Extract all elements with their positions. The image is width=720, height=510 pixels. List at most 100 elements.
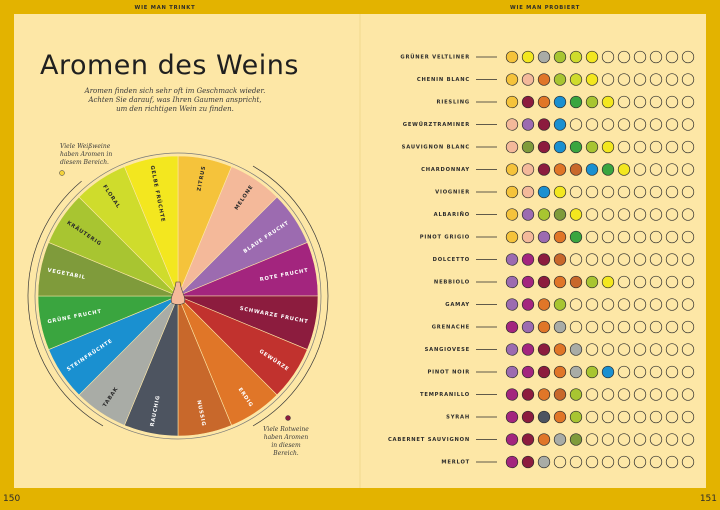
aroma-dot [553,208,567,221]
aroma-dot [521,73,535,86]
wine-name: RIESLING [437,100,470,106]
aroma-dot [601,140,615,154]
aroma-dot [569,298,583,311]
aroma-dot [553,365,567,379]
aroma-dot [505,298,519,311]
aroma-dot [617,140,631,154]
aroma-dot [553,275,567,289]
wine-name: SYRAH [446,415,470,421]
aroma-dot [681,365,695,379]
aroma-dot [585,185,599,199]
aroma-dot [553,388,567,401]
subtitle: um den richtigen Wein zu finden. [116,105,234,113]
aroma-dot [505,410,519,424]
aroma-dot [601,50,615,64]
aroma-dot [585,118,599,131]
aroma-dot [553,455,567,469]
aroma-dot [617,95,631,109]
aroma-dot [681,118,695,131]
aroma-dot [553,410,567,424]
aroma-dot [681,275,695,289]
aroma-dot [649,388,663,401]
aroma-dot [633,140,647,154]
aroma-dot [665,95,679,109]
aroma-dot [617,298,631,311]
aroma-dot [633,365,647,379]
aroma-dot [633,275,647,289]
aroma-dot [505,455,519,469]
aroma-dot [681,50,695,64]
aroma-dot [649,298,663,311]
aroma-dot [601,118,615,131]
aroma-dot [617,365,631,379]
aroma-dot [601,73,615,86]
aroma-dot [665,118,679,131]
wine-name: GEWÜRZTRAMINER [403,121,470,128]
aroma-dot [633,185,647,199]
aroma-dot [521,365,535,379]
wine-name: GRÜNER VELTLINER [400,54,470,61]
aroma-dot [665,365,679,379]
aroma-dot [521,230,535,244]
aroma-dot [601,388,615,401]
wine-name: CHENIN BLANC [417,77,470,83]
aroma-dot [649,163,663,176]
aroma-dot [585,95,599,109]
aroma-dot [649,230,663,244]
aroma-dot [505,208,519,221]
title: Aromen des Weins [40,50,299,81]
aroma-dot [537,50,551,64]
aroma-dot [617,275,631,289]
aroma-dot [665,410,679,424]
aroma-dot [585,410,599,424]
aroma-dot [505,73,519,86]
aroma-dot [633,388,647,401]
aroma-dot [569,118,583,131]
aroma-dot [521,455,535,469]
aroma-dot [521,163,535,176]
aroma-dot [569,365,583,379]
aroma-dot [569,455,583,469]
aroma-dot [617,50,631,64]
wine-table: GRÜNER VELTLINER CHENIN BLANC RIESLING GEWÜ… [388,50,695,469]
aroma-dot [681,410,695,424]
page-number: 151 [700,494,717,504]
aroma-dot [505,118,519,131]
aroma-dot [585,140,599,154]
aroma-dot [665,298,679,311]
aroma-dot [553,73,567,86]
wine-name: NEBBIOLO [434,280,470,286]
note-text: Viele Rotweine [263,426,309,433]
aroma-dot [521,118,535,131]
aroma-dot [537,208,551,221]
aroma-dot [585,298,599,311]
wine-name: ALBARIÑO [434,211,470,218]
aroma-dot [569,95,583,109]
note-text: in diesem [271,442,301,449]
aroma-dot [633,95,647,109]
aroma-dot [617,343,631,356]
aroma-dot [521,320,535,334]
aroma-dot [569,253,583,266]
aroma-dot [681,163,695,176]
wheel-segment [124,155,179,297]
running-head: WIE MAN PROBIERT [510,5,580,11]
aroma-dot [681,343,695,356]
aroma-dot [601,253,615,266]
aroma-dot [537,73,551,86]
aroma-dot [569,320,583,334]
segment-label: ZITRUS [196,165,207,192]
note-text: Viele Weißweine [60,143,111,150]
aroma-dot [537,275,551,289]
aroma-dot [665,208,679,221]
aroma-dot [601,230,615,244]
aroma-dot [601,95,615,109]
aroma-dot [665,230,679,244]
aroma-dot [553,253,567,266]
aroma-dot [601,208,615,221]
aroma-dot [601,320,615,334]
aroma-dot [633,50,647,64]
aroma-dot [665,50,679,64]
